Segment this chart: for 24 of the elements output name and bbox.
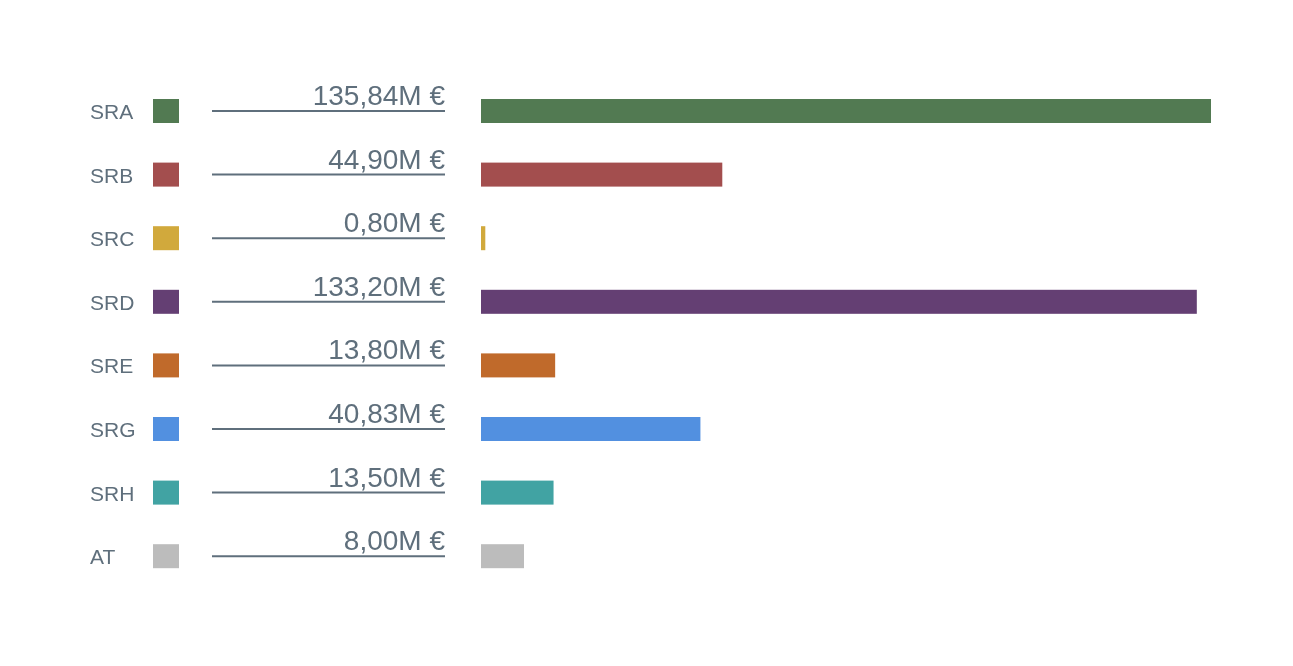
bar [481, 417, 701, 441]
data-label: 40,83M € [328, 398, 446, 429]
data-label: 44,90M € [328, 143, 446, 175]
y-tick-label: SRG [90, 418, 136, 441]
y-tick-label: SRE [90, 354, 134, 378]
y-tick-label: AT [90, 545, 116, 569]
bar [481, 99, 1211, 123]
y-tick-label: SRC [90, 227, 135, 251]
data-label: 13,80M € [328, 334, 446, 366]
bar [481, 353, 556, 378]
y-tick-label: SRD [90, 290, 135, 314]
bar [481, 480, 554, 505]
data-label: 8,00M € [343, 525, 446, 557]
bar [481, 289, 1197, 314]
bar [481, 544, 524, 569]
y-tick-label: SRH [90, 481, 135, 505]
bar [481, 226, 486, 251]
data-label: 133,20M € [312, 270, 446, 302]
y-tick-label: SRB [90, 163, 134, 187]
data-label: 0,80M € [343, 207, 446, 239]
y-tick-label: SRA [90, 100, 134, 123]
bar [481, 162, 723, 187]
data-label: 135,84M € [312, 80, 446, 111]
data-label: 13,50M € [328, 461, 446, 493]
